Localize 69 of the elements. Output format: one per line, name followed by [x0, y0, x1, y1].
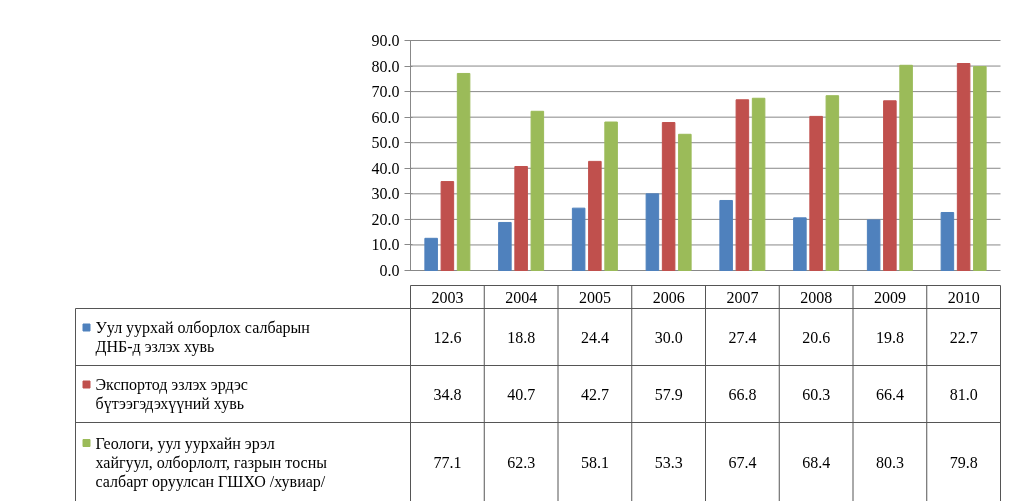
y-tick-label: 80.0 — [371, 57, 400, 75]
data-label: 66.4 — [875, 385, 904, 403]
bar — [735, 99, 750, 271]
bar — [793, 217, 807, 271]
bar — [588, 160, 602, 271]
y-tick-label: 40.0 — [371, 159, 400, 177]
x-tick-label: 2010 — [947, 289, 980, 306]
data-label: 18.8 — [507, 328, 536, 346]
bar — [899, 64, 913, 271]
data-label: 53.3 — [654, 453, 683, 471]
bar — [661, 122, 676, 271]
x-tick-label: 2009 — [873, 289, 906, 306]
y-tick-label: 30.0 — [371, 185, 400, 203]
data-label: 79.8 — [949, 453, 978, 471]
data-label: 34.8 — [433, 385, 462, 403]
x-tick-label: 2006 — [652, 289, 685, 306]
x-tick-label: 2007 — [726, 289, 759, 306]
data-label: 12.6 — [433, 328, 462, 346]
bar — [514, 165, 528, 271]
x-tick-label: 2004 — [505, 289, 538, 306]
bar — [956, 63, 971, 271]
y-tick-label: 50.0 — [371, 134, 400, 152]
data-label: 60.3 — [802, 385, 831, 403]
bar — [883, 100, 897, 271]
y-tick-label: 70.0 — [371, 83, 400, 101]
x-tick-label: 2003 — [431, 289, 464, 306]
x-tick-label: 2008 — [800, 289, 833, 306]
data-label: 27.4 — [728, 328, 757, 346]
data-label: 68.4 — [802, 453, 831, 471]
data-label: 57.9 — [654, 385, 683, 403]
data-label: 81.0 — [949, 385, 978, 403]
bar — [440, 181, 455, 271]
y-tick-label: 10.0 — [371, 236, 400, 254]
y-tick-label: 60.0 — [371, 108, 400, 126]
bar — [645, 193, 660, 271]
data-label: 80.3 — [875, 453, 904, 471]
data-label: 19.8 — [875, 328, 904, 346]
bar — [809, 115, 823, 271]
bar — [719, 199, 733, 271]
y-tick-label: 20.0 — [371, 210, 400, 228]
bar — [973, 66, 987, 271]
bar — [825, 95, 840, 271]
bar — [604, 121, 618, 271]
bar — [571, 207, 586, 271]
bar — [498, 221, 512, 271]
y-tick-label: 0.0 — [379, 262, 400, 279]
bar — [678, 133, 692, 271]
bar — [751, 97, 766, 271]
data-label: 67.4 — [728, 453, 757, 471]
bar — [866, 219, 881, 271]
data-label: 30.0 — [654, 328, 683, 346]
data-label: 77.1 — [433, 453, 462, 471]
data-label: 20.6 — [802, 328, 831, 346]
data-label: 40.7 — [507, 385, 536, 403]
y-tick-label: 90.0 — [371, 32, 400, 49]
data-label: 22.7 — [949, 328, 978, 346]
bar — [424, 237, 438, 271]
bar — [940, 211, 955, 271]
legend-label: Геологи, уул уурхайн эрэл хайгуул, олборлолт, газрын тосны салбарт оруулсан ГШХО /хувиар/ — [95, 434, 328, 491]
data-label: 24.4 — [580, 328, 609, 346]
data-label: 62.3 — [507, 453, 536, 471]
x-tick-label: 2005 — [578, 289, 611, 306]
data-label: 66.8 — [728, 385, 757, 403]
data-label: 42.7 — [580, 385, 609, 403]
legend-label: Экспортод эзлэх эрдэс бүтээгэдэхүүний хувь — [95, 376, 248, 413]
bar — [530, 110, 545, 271]
legend-label: Уул уурхай олборлох салбарын ДНБ-д эзлэх хувь — [95, 319, 311, 356]
bar — [456, 72, 471, 271]
data-label: 58.1 — [580, 453, 609, 471]
